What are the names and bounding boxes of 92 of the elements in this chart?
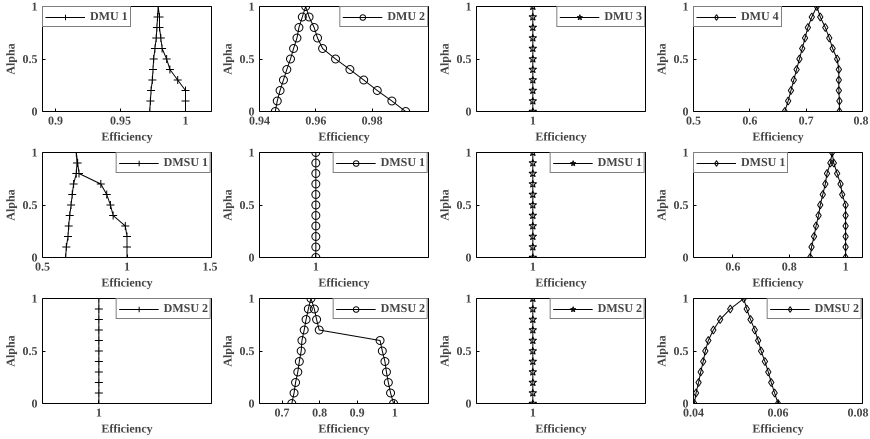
y-tick-label: 0.5 <box>240 52 254 66</box>
x-tick-label: 0.6 <box>742 114 758 128</box>
x-axis-title: Efficiency <box>752 130 804 144</box>
y-tick-label: 1 <box>466 292 472 306</box>
x-tick-label: 0.08 <box>848 406 868 420</box>
y-axis-title: Alpha <box>4 189 18 221</box>
y-axis-title: Alpha <box>438 335 452 367</box>
legend-label: DMU 1 <box>90 9 128 24</box>
y-tick-label: 0 <box>466 396 472 410</box>
y-tick-label: 0.5 <box>456 52 472 66</box>
y-tick-label: 0.5 <box>22 344 38 358</box>
x-axis-title: Efficiency <box>752 276 804 290</box>
x-tick-label: 1 <box>312 260 319 274</box>
x-tick-label: 1 <box>124 260 130 274</box>
y-tick-label: 1 <box>32 292 38 306</box>
y-tick-label: 1 <box>682 0 688 14</box>
y-tick-label: 0 <box>682 250 688 264</box>
x-axis-title: Efficiency <box>318 276 370 290</box>
legend-label: DMSU 2 <box>380 301 425 316</box>
x-tick-label: 0.96 <box>305 114 326 128</box>
y-tick-label: 0 <box>466 104 472 118</box>
x-tick-label: 0.95 <box>110 114 131 128</box>
legend-label: DMU 2 <box>387 9 425 24</box>
y-tick-label: 0 <box>248 396 254 410</box>
x-axis-title: Efficiency <box>535 422 587 436</box>
y-tick-label: 0.5 <box>22 52 38 66</box>
x-tick-label: 0.98 <box>362 114 383 128</box>
y-tick-label: 0.5 <box>22 198 38 212</box>
y-axis-title: Alpha <box>4 43 18 75</box>
x-tick-label: 0.7 <box>274 406 290 420</box>
y-tick-label: 0.5 <box>240 344 254 358</box>
y-axis-title: Alpha <box>220 43 234 75</box>
x-tick-label: 1 <box>530 114 536 128</box>
x-tick-label: 0.9 <box>48 114 63 128</box>
x-axis-title: Efficiency <box>318 422 370 436</box>
x-tick-label: 0.8 <box>854 114 868 128</box>
x-tick-label: 1 <box>96 406 102 420</box>
y-axis-title: Alpha <box>654 335 668 367</box>
legend-label: DMSU 1 <box>380 155 425 170</box>
x-tick-label: 1 <box>182 114 188 128</box>
y-tick-label: 1 <box>466 146 472 160</box>
y-tick-label: 0.5 <box>674 344 688 358</box>
y-tick-label: 0 <box>32 396 38 410</box>
legend-label: DMSU 1 <box>164 155 208 170</box>
y-tick-label: 0.5 <box>456 344 472 358</box>
x-axis-title: Efficiency <box>101 130 153 144</box>
legend-label: DMU 3 <box>604 9 642 24</box>
x-tick-label: 1 <box>842 260 849 274</box>
y-tick-label: 0 <box>32 104 38 118</box>
legend-label: DMU 4 <box>741 9 779 24</box>
x-tick-label: 0.8 <box>782 260 797 274</box>
y-tick-label: 0.5 <box>674 52 688 66</box>
x-axis-title: Efficiency <box>101 422 153 436</box>
x-axis-title: Efficiency <box>318 130 370 144</box>
y-tick-label: 1 <box>32 0 38 14</box>
y-axis-title: Alpha <box>220 335 234 367</box>
y-tick-label: 0 <box>466 250 472 264</box>
y-tick-label: 1 <box>248 0 254 14</box>
x-tick-label: 0.06 <box>768 406 788 420</box>
y-tick-label: 1 <box>32 146 38 160</box>
x-tick-label: 1 <box>530 406 536 420</box>
x-tick-label: 0.9 <box>350 406 365 420</box>
x-tick-label: 0.7 <box>798 114 814 128</box>
y-axis-title: Alpha <box>4 335 18 367</box>
y-axis-title: Alpha <box>654 189 668 221</box>
legend-label: DMSU 1 <box>741 155 786 170</box>
x-tick-label: 0.8 <box>312 406 328 420</box>
x-tick-label: 1 <box>392 406 398 420</box>
legend-label: DMSU 1 <box>598 155 642 170</box>
legend-label: DMSU 2 <box>598 301 642 316</box>
y-axis-title: Alpha <box>220 189 234 221</box>
y-tick-label: 1 <box>248 292 254 306</box>
x-tick-label: 0.6 <box>725 260 740 274</box>
x-axis-title: Efficiency <box>535 276 587 290</box>
y-axis-title: Alpha <box>438 43 452 75</box>
y-tick-label: 0.5 <box>240 198 254 212</box>
legend-label: DMSU 2 <box>164 301 208 316</box>
x-axis-title: Efficiency <box>535 130 587 144</box>
x-tick-label: 1.5 <box>202 260 218 274</box>
legend-label: DMSU 2 <box>814 301 859 316</box>
y-axis-title: Alpha <box>438 189 452 221</box>
x-tick-label: 1 <box>530 260 536 274</box>
x-axis-title: Efficiency <box>752 422 804 436</box>
y-tick-label: 0.5 <box>674 198 688 212</box>
y-tick-label: 1 <box>682 292 688 306</box>
y-axis-title: Alpha <box>654 43 668 75</box>
y-tick-label: 1 <box>682 146 688 160</box>
y-tick-label: 1 <box>248 146 254 160</box>
y-tick-label: 0 <box>248 250 254 264</box>
y-tick-label: 1 <box>466 0 472 14</box>
x-axis-title: Efficiency <box>101 276 153 290</box>
y-tick-label: 0.5 <box>456 198 472 212</box>
